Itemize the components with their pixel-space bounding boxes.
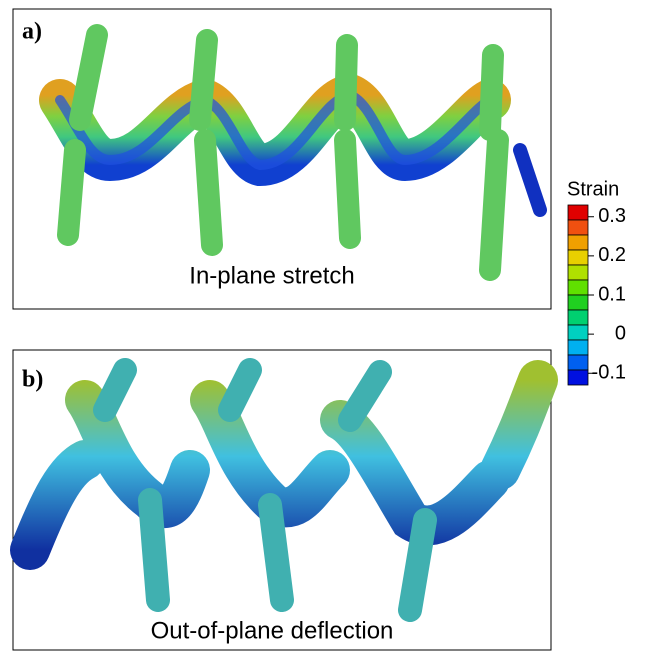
panel-label: b)	[22, 367, 43, 393]
strain-plot	[39, 24, 547, 281]
panel-label: a)	[22, 19, 42, 45]
colorbar-tick-label: 0.1	[598, 283, 626, 305]
panel-caption: Out-of-plane deflection	[151, 617, 394, 644]
deflection-plot	[10, 358, 558, 622]
colorbar-tick-label: -0.1	[592, 362, 626, 384]
panel-caption: In-plane stretch	[189, 262, 354, 289]
colorbar-title: Strain	[567, 178, 619, 200]
colorbar-tick-label: 0	[615, 322, 626, 344]
colorbar-tick-label: 0.2	[598, 244, 626, 266]
colorbar	[567, 204, 589, 386]
colorbar-tick-label: 0.3	[598, 205, 626, 227]
